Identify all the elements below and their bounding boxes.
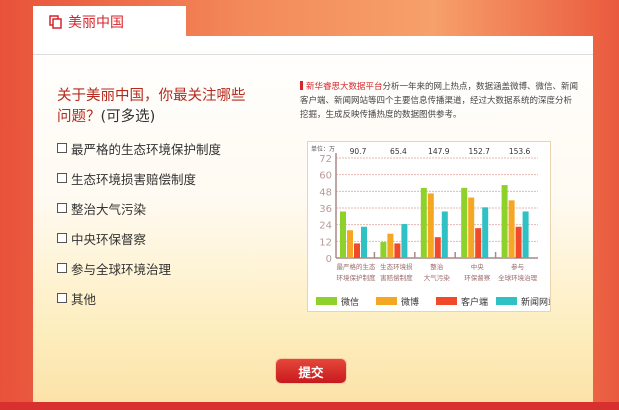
y-tick-label: 12 bbox=[319, 237, 332, 248]
checkbox[interactable] bbox=[57, 143, 67, 153]
unit-label: 单位：万 bbox=[311, 145, 335, 153]
y-tick-label: 36 bbox=[319, 204, 332, 215]
legend-label: 客户端 bbox=[461, 296, 488, 308]
x-tick-label: 整治 bbox=[430, 262, 444, 271]
option-1[interactable]: 生态环境损害赔偿制度 bbox=[57, 163, 221, 193]
options-list: 最严格的生态环境保护制度 生态环境损害赔偿制度 整治大气污染 中央环保督察 参与… bbox=[57, 133, 221, 313]
option-label: 参与全球环境治理 bbox=[71, 261, 172, 277]
option-label: 整治大气污染 bbox=[71, 201, 147, 217]
checkbox[interactable] bbox=[57, 263, 67, 273]
checkbox[interactable] bbox=[57, 293, 67, 303]
bar-客户端 bbox=[434, 237, 441, 258]
bar-客户端 bbox=[475, 228, 482, 258]
legend-swatch bbox=[316, 297, 337, 305]
question-text: 关于美丽中国，你最关注哪些问题？(可多选) bbox=[57, 86, 257, 128]
option-label: 生态环境损害赔偿制度 bbox=[71, 171, 197, 187]
x-tick-label: 参与 bbox=[511, 262, 524, 271]
total-label: 152.7 bbox=[468, 147, 490, 156]
total-label: 90.7 bbox=[350, 147, 367, 156]
bar-微信 bbox=[461, 187, 468, 258]
bar-新闻网站 bbox=[522, 211, 529, 258]
checkbox[interactable] bbox=[57, 173, 67, 183]
x-tick-label: 中央 bbox=[471, 262, 485, 271]
copy-icon bbox=[49, 15, 62, 29]
bar-新闻网站 bbox=[361, 226, 367, 258]
bar-chart: 单位：万 0 12 24 36 48 60 72 90.7 最严格的生态环境保护制度 65.4 生态环… bbox=[311, 145, 557, 308]
total-label: 153.6 bbox=[509, 147, 531, 156]
x-tick-label: 生态环境损 bbox=[380, 262, 413, 271]
divider bbox=[33, 54, 593, 55]
legend-swatch bbox=[376, 297, 397, 305]
option-label: 中央环保督察 bbox=[71, 231, 147, 247]
intro-body: 分析一年来的网上热点，数据涵盖微博、微信、新闻客户端、新闻网站等四个主要信息传播… bbox=[300, 82, 579, 120]
y-tick-label: 72 bbox=[319, 154, 332, 165]
y-tick-label: 60 bbox=[319, 171, 332, 182]
question-main: 关于美丽中国，你最关注哪些问题？ bbox=[57, 88, 246, 125]
legend-label: 微信 bbox=[341, 296, 359, 308]
x-tick-label: 全球环境治理 bbox=[498, 273, 537, 282]
checkbox[interactable] bbox=[57, 233, 67, 243]
header-tab: 美丽中国 bbox=[33, 6, 186, 38]
bar-新闻网站 bbox=[482, 207, 489, 258]
option-label: 最严格的生态环境保护制度 bbox=[71, 141, 222, 157]
bar-微博 bbox=[347, 230, 353, 258]
total-label: 147.9 bbox=[428, 147, 450, 156]
option-label: 其他 bbox=[71, 291, 97, 307]
page-title: 美丽中国 bbox=[68, 15, 124, 31]
x-tick-label: 环保督察 bbox=[464, 273, 491, 282]
marker bbox=[300, 81, 303, 90]
option-2[interactable]: 整治大气污染 bbox=[57, 193, 221, 223]
bar-微博 bbox=[427, 193, 434, 258]
bottom-strip bbox=[0, 402, 619, 410]
bar-微信 bbox=[501, 185, 508, 258]
bar-客户端 bbox=[394, 243, 401, 258]
x-tick-label: 环境保护制度 bbox=[337, 273, 377, 282]
y-tick-label: 24 bbox=[319, 221, 332, 232]
legend-swatch bbox=[496, 297, 517, 305]
bar-微博 bbox=[387, 233, 394, 258]
y-tick-label: 48 bbox=[319, 187, 332, 198]
bar-微信 bbox=[340, 211, 346, 258]
bar-新闻网站 bbox=[401, 223, 408, 258]
question-hint: (可多选) bbox=[100, 109, 156, 125]
bar-客户端 bbox=[354, 243, 360, 258]
bar-微信 bbox=[420, 187, 427, 258]
bar-微博 bbox=[508, 200, 515, 258]
submit-button[interactable]: 提交 bbox=[276, 359, 346, 383]
option-3[interactable]: 中央环保督察 bbox=[57, 223, 221, 253]
legend-label: 新闻网站 bbox=[521, 296, 550, 308]
intro-text: 新华睿思大数据平台分析一年来的网上热点，数据涵盖微博、微信、新闻客户端、新闻网站… bbox=[300, 80, 580, 122]
total-label: 65.4 bbox=[390, 147, 407, 156]
intro-source: 新华睿思大数据平台 bbox=[306, 82, 383, 92]
bar-微博 bbox=[468, 197, 475, 258]
bar-客户端 bbox=[515, 226, 522, 258]
x-tick-label: 害赔偿制度 bbox=[380, 273, 413, 282]
checkbox[interactable] bbox=[57, 203, 67, 213]
option-0[interactable]: 最严格的生态环境保护制度 bbox=[57, 133, 221, 163]
chart-container: 单位：万 0 12 24 36 48 60 72 90.7 最严格的生态 环境保护制度 65.4 生态环… bbox=[307, 141, 557, 312]
bar-微信 bbox=[380, 242, 387, 258]
y-tick-label: 0 bbox=[326, 254, 332, 265]
option-5[interactable]: 其他 bbox=[57, 283, 221, 313]
legend-label: 微博 bbox=[401, 296, 419, 308]
x-tick-label: 最严格的生态 bbox=[337, 262, 377, 271]
x-tick-label: 大气污染 bbox=[424, 273, 451, 282]
legend-swatch bbox=[436, 297, 457, 305]
option-4[interactable]: 参与全球环境治理 bbox=[57, 253, 221, 283]
bar-新闻网站 bbox=[441, 211, 448, 258]
